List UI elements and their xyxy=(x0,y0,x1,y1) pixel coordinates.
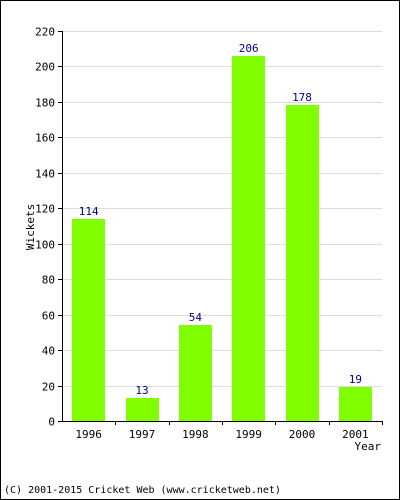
y-tick-label: 180 xyxy=(35,97,55,110)
bar-1997 xyxy=(126,398,159,421)
data-label-2000: 178 xyxy=(292,91,312,104)
x-tick-label-1996: 1996 xyxy=(75,428,102,441)
y-tick-labels: 0 20 40 60 80 100 120 140 160 180 200 220 xyxy=(35,26,55,429)
y-tick-label: 120 xyxy=(35,203,55,216)
bar-chart: 114 13 54 206 178 19 0 20 40 60 80 100 120 140 160 180… xyxy=(24,26,383,453)
gridlines xyxy=(62,31,382,387)
data-label-1996: 114 xyxy=(79,205,99,218)
x-tick-label-2001: 2001 xyxy=(342,428,369,441)
y-tick-label: 60 xyxy=(42,310,55,323)
bar-1998 xyxy=(179,325,212,421)
data-labels: 114 13 54 206 178 19 xyxy=(79,42,362,397)
x-tick-label-1997: 1997 xyxy=(129,428,156,441)
y-tick-label: 220 xyxy=(35,26,55,39)
y-tick-label: 0 xyxy=(48,416,55,429)
bars xyxy=(72,56,372,421)
x-tick-label-1999: 1999 xyxy=(235,428,262,441)
y-axis-label: Wickets xyxy=(24,204,37,250)
x-tick-label-2000: 2000 xyxy=(289,428,316,441)
y-tick-label: 200 xyxy=(35,61,55,74)
data-label-1998: 54 xyxy=(189,311,203,324)
x-tick-label-1998: 1998 xyxy=(182,428,209,441)
data-label-1997: 13 xyxy=(135,384,148,397)
axes xyxy=(58,31,383,425)
y-tick-label: 100 xyxy=(35,239,55,252)
bar-1999 xyxy=(232,56,265,421)
y-tick-label: 160 xyxy=(35,132,55,145)
x-tick-labels: 1996 1997 1998 1999 2000 2001 xyxy=(75,428,368,441)
bar-2001 xyxy=(339,387,372,421)
y-tick-label: 20 xyxy=(42,381,55,394)
data-label-1999: 206 xyxy=(239,42,259,55)
data-label-2001: 19 xyxy=(349,373,362,386)
copyright-footer: (C) 2001-2015 Cricket Web (www.cricketwe… xyxy=(4,485,281,496)
y-tick-label: 80 xyxy=(42,274,55,287)
y-tick-label: 40 xyxy=(42,345,55,358)
x-axis-label: Year xyxy=(355,440,382,453)
y-tick-label: 140 xyxy=(35,168,55,181)
bar-2000 xyxy=(286,105,319,421)
bar-1996 xyxy=(72,219,105,421)
